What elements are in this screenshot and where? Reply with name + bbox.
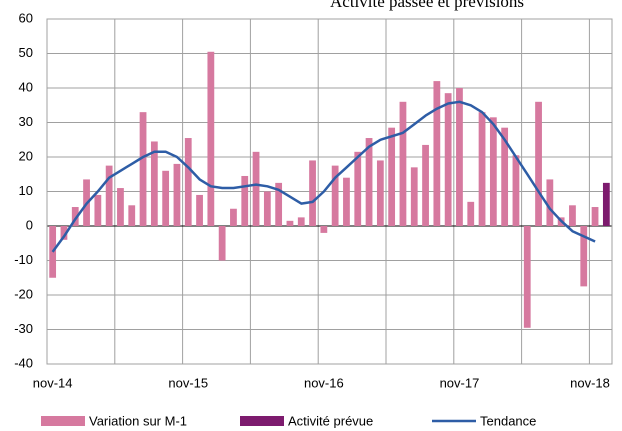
bar bbox=[207, 51, 215, 227]
bar bbox=[263, 191, 271, 226]
bar bbox=[94, 194, 102, 226]
bar bbox=[569, 205, 576, 226]
bar bbox=[376, 160, 384, 226]
bar bbox=[546, 179, 554, 226]
bar bbox=[354, 151, 362, 226]
legend-label: Tendance bbox=[480, 413, 536, 428]
bar bbox=[230, 208, 237, 226]
x-tick-label: nov-15 bbox=[168, 375, 208, 390]
bar bbox=[489, 117, 497, 226]
y-tick-label: 30 bbox=[19, 114, 33, 129]
legend-swatch bbox=[240, 416, 284, 426]
bar bbox=[320, 226, 328, 233]
bar bbox=[501, 127, 509, 226]
bar bbox=[71, 207, 79, 226]
x-tick-label: nov-14 bbox=[33, 375, 73, 390]
bar bbox=[297, 217, 305, 226]
bar bbox=[331, 165, 339, 226]
y-tick-label: 40 bbox=[19, 79, 33, 94]
bar bbox=[218, 226, 226, 261]
bar bbox=[309, 160, 316, 226]
x-tick-label: nov-17 bbox=[440, 375, 480, 390]
bar bbox=[184, 138, 192, 226]
y-tick-label: 10 bbox=[19, 183, 33, 198]
bar bbox=[275, 182, 283, 226]
bar bbox=[105, 165, 113, 226]
y-tick-label: -40 bbox=[14, 355, 33, 370]
bar bbox=[343, 177, 350, 226]
bar bbox=[523, 226, 531, 328]
y-tick-label: 60 bbox=[19, 10, 33, 25]
bar bbox=[591, 207, 599, 226]
bar bbox=[456, 88, 463, 226]
bar bbox=[173, 163, 181, 226]
bar bbox=[467, 201, 475, 226]
bar bbox=[422, 144, 429, 226]
legend-label: Variation sur M-1 bbox=[89, 413, 187, 428]
bar bbox=[196, 194, 203, 226]
bar bbox=[365, 138, 373, 226]
bar bbox=[252, 151, 260, 226]
bar bbox=[433, 81, 441, 226]
legend-swatch bbox=[41, 416, 85, 426]
bar bbox=[602, 182, 610, 226]
y-tick-label: -10 bbox=[14, 252, 33, 267]
chart-title: Activité passée et prévisions bbox=[330, 0, 524, 11]
bar bbox=[444, 93, 452, 226]
bar bbox=[60, 226, 68, 240]
y-tick-label: 20 bbox=[19, 148, 33, 163]
bar bbox=[150, 141, 158, 226]
y-tick-label: 0 bbox=[26, 217, 33, 232]
bar bbox=[128, 205, 136, 226]
bar bbox=[535, 101, 542, 226]
bar bbox=[388, 127, 396, 226]
legend-label: Activité prévue bbox=[288, 413, 373, 428]
x-tick-label: nov-16 bbox=[304, 375, 344, 390]
x-tick-label: nov-18 bbox=[570, 375, 610, 390]
bar bbox=[117, 188, 124, 226]
bar bbox=[512, 155, 520, 226]
bar bbox=[241, 175, 249, 226]
bar bbox=[162, 170, 170, 226]
bar bbox=[478, 112, 486, 226]
bar bbox=[399, 101, 407, 226]
bar bbox=[286, 220, 294, 226]
trend-line bbox=[51, 100, 596, 253]
y-tick-label: -20 bbox=[14, 286, 33, 301]
bar bbox=[580, 226, 588, 287]
y-tick-label: 50 bbox=[19, 45, 33, 60]
y-tick-label: -30 bbox=[14, 321, 33, 336]
bar bbox=[410, 167, 418, 226]
plot-border bbox=[46, 18, 613, 365]
bar bbox=[139, 112, 147, 226]
